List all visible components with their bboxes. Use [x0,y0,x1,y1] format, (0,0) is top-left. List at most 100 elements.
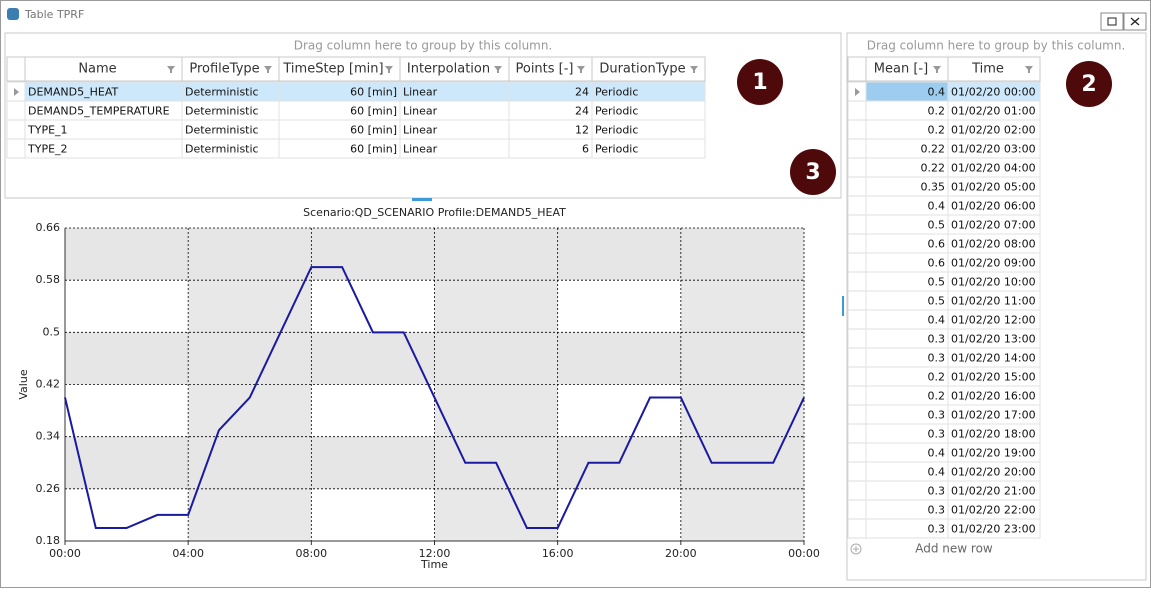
row-indicator-header [847,56,867,82]
cell-text: 0.5 [928,219,946,232]
column-header-label: ProfileType [189,62,259,77]
row-indicator [847,366,867,387]
y-tick-label: 0.18 [36,534,61,547]
badge-label: 2 [1081,72,1096,97]
y-tick-label: 0.66 [36,221,61,234]
row-indicator [847,157,867,178]
cell-text: 01/02/20 21:00 [951,485,1036,498]
x-tick-label: 08:00 [295,547,327,560]
x-tick-label: 00:00 [788,547,820,560]
column-header[interactable] [399,56,510,82]
filter-icon [264,66,272,73]
column-header[interactable] [865,56,949,82]
row-indicator [847,138,867,159]
cell-text: 0.5 [928,276,946,289]
x-tick-label: 12:00 [419,547,451,560]
row-indicator [847,442,867,463]
cell-text: Periodic [595,124,638,137]
cell[interactable] [591,138,706,159]
cell-text: 0.3 [928,428,946,441]
cell-text: 0.3 [928,333,946,346]
cell-text: DEMAND5_HEAT [28,86,119,99]
cell-text: Deterministic [185,124,259,137]
cell-text: 0.3 [928,523,946,536]
column-header[interactable] [591,56,706,82]
cell-text: 0.6 [928,238,946,251]
cell-text: Periodic [595,86,638,99]
row-indicator [847,176,867,197]
filter-icon [385,66,393,73]
splitter-grip[interactable] [842,296,844,316]
cell-text: 0.3 [928,504,946,517]
row-indicator [6,119,26,140]
row-indicator [847,233,867,254]
y-tick-label: 0.5 [43,325,61,338]
cell-text: 01/02/20 12:00 [951,314,1036,327]
filter-icon [933,66,941,73]
current-row-arrow [14,88,19,96]
splitter-grip[interactable] [412,198,432,201]
y-tick-label: 0.42 [36,378,61,391]
cell-text: 01/02/20 23:00 [951,523,1036,536]
cell-text: 0.4 [928,200,946,213]
cell-text: 01/02/20 08:00 [951,238,1036,251]
y-tick-label: 0.34 [36,430,61,443]
row-indicator [847,252,867,273]
row-indicator [847,195,867,216]
x-tick-label: 16:00 [542,547,574,560]
row-indicator [6,138,26,159]
add-row-plus [853,546,859,552]
x-tick-label: 04:00 [172,547,204,560]
cell[interactable] [947,518,1041,539]
badge-label: 1 [752,70,767,95]
cell-text: 0.4 [928,447,946,460]
y-axis-label: Value [17,369,30,399]
band [434,228,558,541]
cell-text: 0.4 [928,86,946,99]
cell-text: 01/02/20 16:00 [951,390,1036,403]
row-indicator [847,385,867,406]
cell-text: 60 [min] [350,143,397,156]
cell-text: DEMAND5_TEMPERATURE [28,105,170,118]
cell-text: 01/02/20 00:00 [951,86,1036,99]
cell-text: 01/02/20 06:00 [951,200,1036,213]
cell-text: 01/02/20 15:00 [951,371,1036,384]
cell-text: Periodic [595,105,638,118]
column-header-label: DurationType [599,62,685,77]
cell-text: 0.2 [928,390,946,403]
add-new-row[interactable]: Add new row [915,542,993,556]
cell-text: 01/02/20 14:00 [951,352,1036,365]
column-header[interactable] [947,56,1041,82]
window-title: Table TPRF [24,8,84,21]
app-icon [7,8,19,20]
cell[interactable] [508,138,593,159]
cell-text: 01/02/20 05:00 [951,181,1036,194]
row-indicator [6,100,26,121]
column-header[interactable] [508,56,593,82]
cell-text: 0.6 [928,257,946,270]
restore-button[interactable] [1100,12,1124,31]
row-indicator [847,328,867,349]
row-indicator [847,347,867,368]
x-tick-label: 20:00 [665,547,697,560]
row-indicator [847,100,867,121]
cell-text: 0.3 [928,485,946,498]
cell-text: TYPE_1 [27,124,68,137]
cell-text: 01/02/20 13:00 [951,333,1036,346]
row-indicator [847,214,867,235]
cell-text: 0.2 [928,105,946,118]
cell-text: 01/02/20 11:00 [951,295,1036,308]
column-header-label: Points [-] [515,62,573,77]
chart-title: Scenario:QD_SCENARIO Profile:DEMAND5_HEA… [303,206,566,219]
y-tick-label: 0.58 [36,273,61,286]
restore-icon [1107,17,1117,26]
row-indicator [847,271,867,292]
y-tick-label: 0.26 [36,482,61,495]
filter-icon [1025,66,1033,73]
badge-label: 3 [805,160,820,185]
column-header[interactable] [24,56,183,82]
cell-text: 01/02/20 07:00 [951,219,1036,232]
cell-text: Deterministic [185,86,259,99]
cell-text: 0.22 [921,162,946,175]
